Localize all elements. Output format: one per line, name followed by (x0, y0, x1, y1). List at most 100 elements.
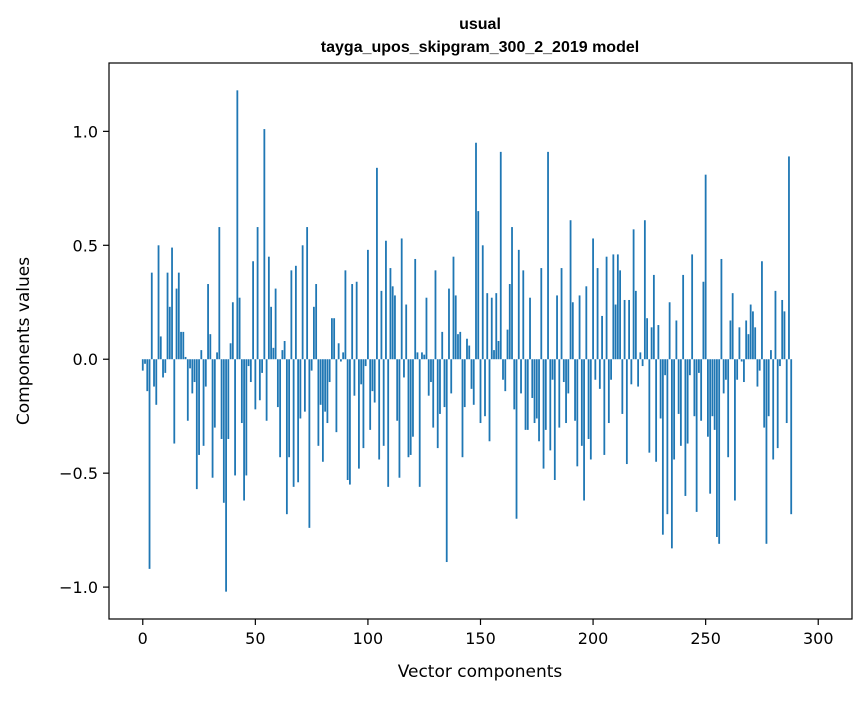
bar (612, 254, 615, 360)
bar (459, 331, 462, 360)
bar (234, 359, 236, 476)
bar (648, 359, 651, 453)
bar (614, 304, 617, 360)
bar (506, 329, 509, 360)
bar (189, 359, 191, 369)
bar (461, 359, 464, 458)
bar (515, 359, 518, 519)
bar (637, 359, 640, 387)
bar-series (141, 90, 793, 592)
bar (261, 359, 263, 373)
bar (661, 359, 664, 535)
bar (319, 359, 322, 405)
bar (679, 359, 682, 446)
bar (477, 211, 480, 360)
bar (391, 286, 394, 360)
bar (430, 359, 432, 383)
bar (720, 258, 723, 360)
bar (310, 359, 313, 371)
bar (344, 270, 347, 360)
bar (497, 341, 500, 360)
bar (238, 297, 241, 360)
bar (763, 359, 766, 428)
bar (535, 359, 538, 419)
bar (488, 359, 491, 442)
bar (772, 359, 775, 460)
bar (790, 359, 793, 515)
bar (452, 256, 455, 360)
bar (394, 295, 396, 360)
bar (684, 359, 687, 496)
bar (141, 359, 144, 371)
bar (520, 359, 522, 394)
bar (312, 306, 315, 360)
bar (400, 238, 403, 360)
bar (204, 359, 207, 387)
bar (276, 359, 279, 408)
bar (634, 290, 637, 360)
bar (297, 359, 300, 483)
bar (376, 167, 378, 360)
bar (436, 359, 439, 449)
bar (362, 359, 365, 449)
bar (650, 327, 653, 360)
bar (186, 359, 189, 421)
bar (655, 359, 658, 462)
bar (666, 359, 669, 515)
bar (240, 359, 243, 424)
bar (279, 359, 282, 458)
bar (630, 359, 633, 385)
bar (484, 359, 486, 417)
bar (175, 288, 178, 360)
bar (290, 270, 293, 360)
bar (351, 284, 354, 360)
bar (698, 359, 700, 373)
bar (288, 359, 291, 458)
bar (533, 359, 536, 424)
bar (216, 352, 218, 360)
bar (486, 293, 489, 360)
bar (571, 302, 574, 360)
bar (553, 359, 556, 480)
bar (299, 359, 302, 419)
bar (767, 359, 770, 417)
bar (373, 359, 376, 403)
bar (195, 359, 198, 490)
bar (585, 286, 588, 360)
bar (549, 359, 552, 451)
bar (670, 359, 673, 549)
bar (664, 359, 667, 376)
bar (659, 359, 662, 419)
x-tick-label: 250 (690, 629, 721, 648)
bar (337, 343, 340, 360)
bar (355, 281, 358, 360)
bar (360, 359, 363, 385)
bar (387, 359, 390, 487)
bar (369, 359, 372, 430)
bar (540, 268, 543, 360)
bar (479, 359, 482, 424)
bar (788, 156, 790, 360)
bar (180, 331, 182, 360)
bar (713, 359, 716, 430)
bar (529, 297, 531, 360)
bar (695, 359, 698, 512)
bar (166, 272, 169, 360)
y-axis-ticks: −1.0 −0.5 0.0 0.5 1.0 (59, 122, 109, 597)
bar (502, 359, 504, 380)
bar (421, 352, 423, 360)
x-tick-label: 0 (138, 629, 148, 648)
bar (646, 318, 649, 360)
bar (457, 334, 459, 360)
y-tick-label: −1.0 (59, 578, 98, 597)
bar (403, 359, 405, 378)
bar (556, 295, 558, 360)
bar (371, 359, 374, 392)
bar (153, 359, 155, 387)
bar (754, 327, 757, 360)
bar (335, 359, 338, 433)
bar (396, 359, 399, 421)
bar (594, 359, 597, 380)
bar (367, 249, 369, 360)
bar (358, 359, 360, 469)
